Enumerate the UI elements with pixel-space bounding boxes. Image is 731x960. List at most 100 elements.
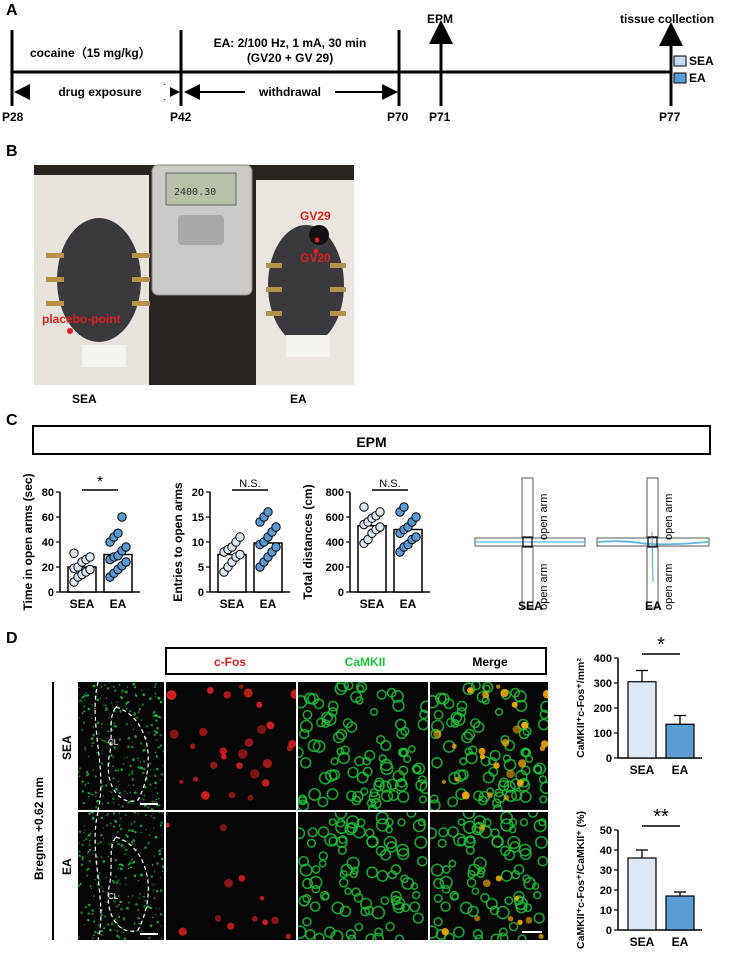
cell <box>461 731 474 744</box>
nucleus <box>262 919 269 926</box>
nucleus <box>85 691 87 694</box>
nucleus <box>122 763 125 766</box>
y-axis-label: CaMKII⁺c-Fos⁺/mm² <box>575 658 587 758</box>
nucleus <box>100 856 103 858</box>
nucleus <box>102 795 105 797</box>
boundary-line <box>94 812 102 940</box>
nucleus <box>162 698 164 700</box>
cell <box>525 754 534 764</box>
nucleus <box>150 815 152 817</box>
nucleus <box>122 865 125 867</box>
nucleus <box>93 920 96 923</box>
nucleus <box>251 915 258 922</box>
cell <box>540 700 548 713</box>
cell <box>430 799 441 810</box>
nucleus <box>116 831 119 834</box>
nucleus <box>135 903 138 906</box>
cell <box>335 820 349 834</box>
nucleus <box>100 816 104 820</box>
nucleus <box>83 746 86 749</box>
chart-c-3: 0 200 400 600 800 SEA EA N.S. Total distances (c… <box>301 478 430 611</box>
data-point <box>235 532 245 542</box>
y-tick-label: 30 <box>600 865 612 877</box>
cl-outline <box>107 836 149 932</box>
legend-ea-swatch <box>673 72 687 84</box>
cell <box>323 712 337 727</box>
nucleus <box>116 701 118 703</box>
nucleus <box>100 833 103 837</box>
nucleus <box>124 876 127 880</box>
nucleus <box>129 866 132 869</box>
sig-label: N.S. <box>379 478 400 490</box>
bar-sea <box>627 857 657 931</box>
nucleus <box>86 874 89 877</box>
cell <box>366 866 379 879</box>
nucleus <box>78 936 80 939</box>
nucleus <box>118 903 120 906</box>
nucleus <box>501 738 510 747</box>
nucleus <box>166 822 170 828</box>
nucleus <box>137 710 140 714</box>
nucleus <box>98 873 100 875</box>
cell <box>477 866 486 875</box>
cell <box>351 795 362 806</box>
nucleus <box>81 856 84 858</box>
nucleus <box>87 853 89 855</box>
cell <box>410 882 419 890</box>
cell <box>350 866 359 875</box>
nucleus <box>116 842 120 846</box>
cell <box>537 856 548 867</box>
nucleus <box>154 787 157 789</box>
nucleus <box>132 895 134 897</box>
nucleus <box>157 696 161 700</box>
overview-ea: CL <box>78 812 164 940</box>
nucleus <box>132 741 134 743</box>
cell <box>511 789 523 802</box>
nucleus <box>156 726 159 730</box>
nucleus <box>84 829 86 832</box>
y-tick-label: 300 <box>594 678 612 690</box>
cell <box>397 790 410 803</box>
nucleus <box>143 794 146 797</box>
nucleus <box>118 812 121 814</box>
cell <box>324 769 338 782</box>
nucleus <box>219 824 227 832</box>
maze-ea-open-arm-top: open arm <box>663 493 675 540</box>
nucleus <box>145 828 147 831</box>
nucleus <box>84 905 88 909</box>
nucleus <box>109 822 112 825</box>
cell <box>520 765 531 776</box>
nucleus <box>148 936 151 940</box>
cell <box>477 795 488 806</box>
cell <box>467 905 479 918</box>
cell <box>491 835 504 848</box>
cell <box>380 739 392 752</box>
cell <box>328 836 339 847</box>
nucleus <box>120 908 123 911</box>
nucleus <box>106 824 109 827</box>
nucleus <box>143 768 146 771</box>
nucleus <box>99 872 101 874</box>
nucleus <box>87 918 90 922</box>
nucleus <box>155 890 159 893</box>
nucleus <box>107 730 110 733</box>
nucleus <box>116 934 119 938</box>
nucleus <box>111 839 114 842</box>
nucleus <box>115 905 118 908</box>
nucleus <box>516 779 524 787</box>
cell <box>354 922 364 932</box>
cell <box>355 696 364 705</box>
ea-label-line2: (GV20 + GV 29) <box>246 51 334 65</box>
y-tick-label: 400 <box>594 653 612 665</box>
nucleus <box>114 689 117 692</box>
nucleus <box>83 699 86 702</box>
nucleus <box>145 776 147 778</box>
cell <box>313 698 325 710</box>
cell <box>507 835 521 850</box>
nucleus <box>152 714 155 717</box>
cell <box>457 836 467 847</box>
cell <box>359 897 373 910</box>
nucleus <box>88 859 91 863</box>
cell <box>519 818 529 827</box>
x-tick-label: EA <box>400 597 417 611</box>
